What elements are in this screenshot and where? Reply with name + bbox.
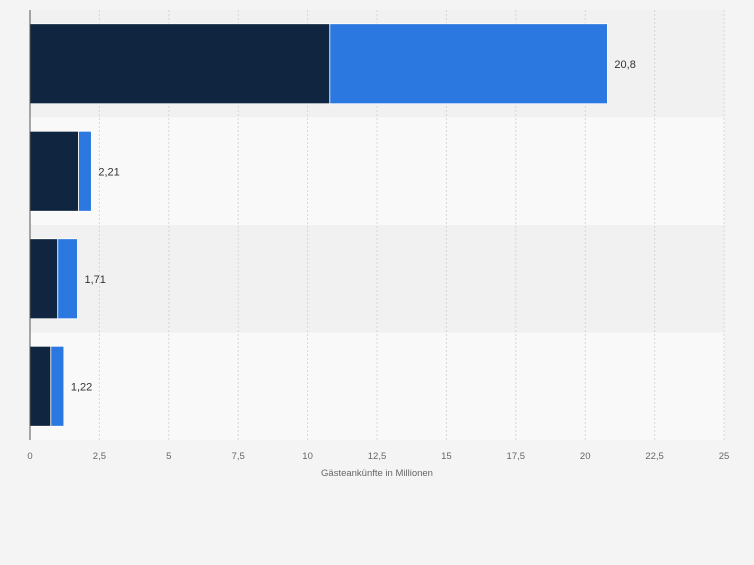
bar-segment-1 bbox=[29, 345, 52, 427]
bar-segment-1 bbox=[29, 23, 331, 105]
bar-segment-1 bbox=[29, 238, 59, 320]
x-tick-label: 15 bbox=[441, 451, 452, 462]
x-tick-label: 10 bbox=[302, 451, 313, 462]
bar-segment-2 bbox=[329, 23, 608, 105]
x-tick-label: 7,5 bbox=[232, 451, 245, 462]
x-tick-label: 22,5 bbox=[645, 451, 664, 462]
x-tick-label: 25 bbox=[719, 451, 730, 462]
value-label: 20,8 bbox=[614, 59, 635, 71]
value-label: 1,22 bbox=[71, 381, 92, 393]
x-tick-labels: 0 2,5 5 7,5 10 12,5 15 17,5 20 22,5 25 bbox=[27, 451, 729, 462]
bar-segment-1 bbox=[29, 130, 79, 212]
bar-segment-2 bbox=[50, 345, 65, 427]
x-tick-label: 2,5 bbox=[93, 451, 106, 462]
value-label: 2,21 bbox=[98, 166, 119, 178]
bar-segment-2 bbox=[78, 130, 92, 212]
value-labels: 20,8 2,21 1,71 1,22 bbox=[71, 59, 636, 394]
bar-segment-2 bbox=[57, 238, 78, 320]
x-axis-title: Gästeankünfte in Millionen bbox=[321, 468, 433, 479]
x-tick-label: 20 bbox=[580, 451, 591, 462]
x-tick-label: 17,5 bbox=[507, 451, 526, 462]
x-tick-label: 0 bbox=[27, 451, 32, 462]
value-label: 1,71 bbox=[84, 274, 105, 286]
bars bbox=[29, 23, 608, 427]
x-tick-label: 5 bbox=[166, 451, 171, 462]
x-tick-label: 12,5 bbox=[368, 451, 387, 462]
